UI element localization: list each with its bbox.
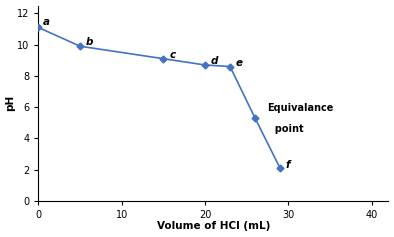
X-axis label: Volume of HCl (mL): Volume of HCl (mL) [157, 221, 270, 232]
Text: Equivalance: Equivalance [268, 104, 334, 114]
Text: c: c [169, 50, 175, 60]
Text: point: point [268, 124, 303, 134]
Text: d: d [211, 56, 218, 66]
Text: e: e [236, 58, 243, 68]
Y-axis label: pH: pH [6, 95, 15, 111]
Text: b: b [86, 37, 93, 47]
Text: a: a [43, 17, 50, 27]
Text: f: f [286, 160, 290, 170]
